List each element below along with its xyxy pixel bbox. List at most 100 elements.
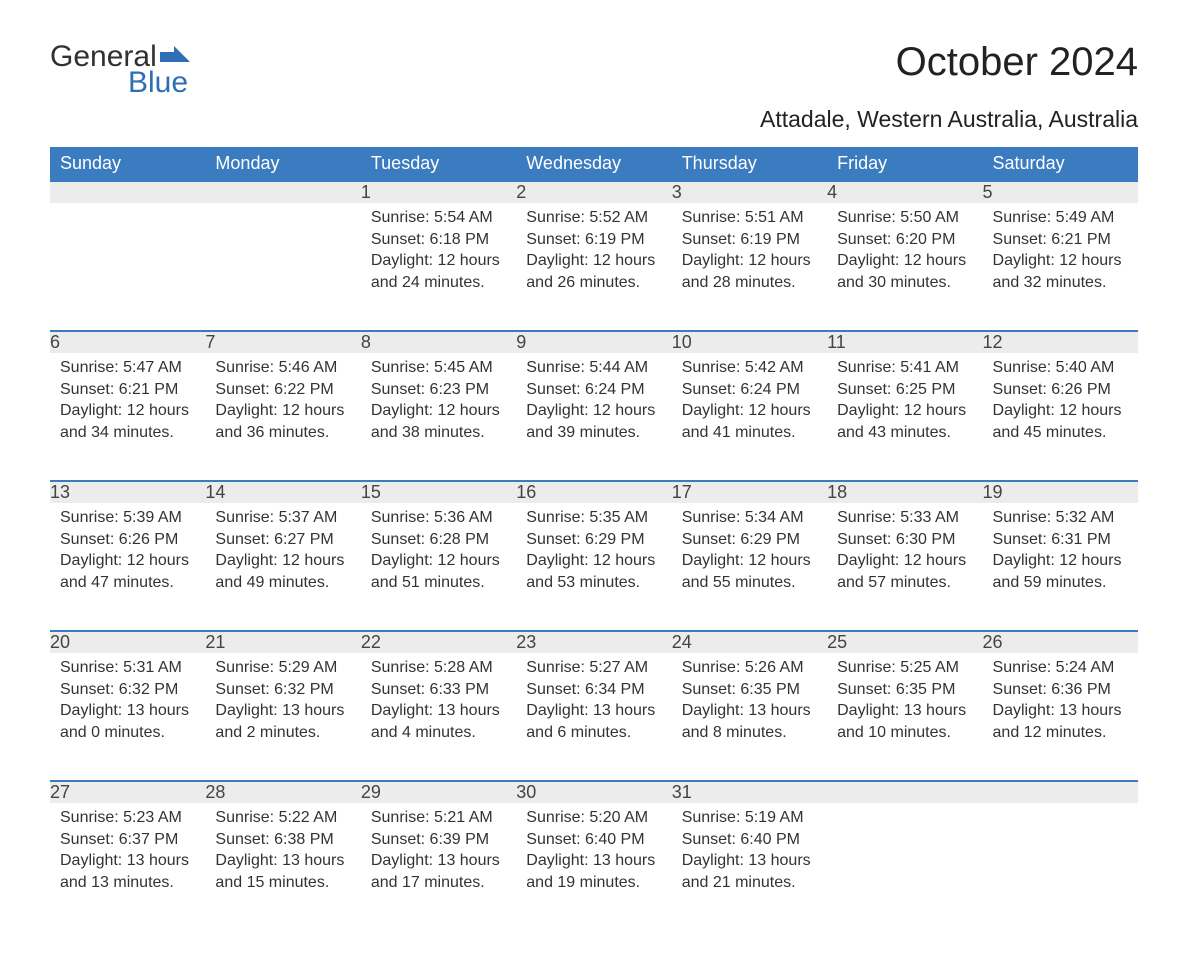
day-details: Sunrise: 5:46 AMSunset: 6:22 PMDaylight:… xyxy=(205,353,360,455)
sunrise-line: Sunrise: 5:42 AM xyxy=(682,357,817,379)
sunset-line: Sunset: 6:21 PM xyxy=(60,379,195,401)
daylight-line: Daylight: 13 hours xyxy=(60,850,195,872)
daylight-line: and 26 minutes. xyxy=(526,272,661,294)
sunrise-line: Sunrise: 5:28 AM xyxy=(371,657,506,679)
daylight-line: Daylight: 13 hours xyxy=(371,850,506,872)
sunset-line: Sunset: 6:28 PM xyxy=(371,529,506,551)
day-details: Sunrise: 5:31 AMSunset: 6:32 PMDaylight:… xyxy=(50,653,205,755)
daylight-line: and 19 minutes. xyxy=(526,872,661,894)
day-details: Sunrise: 5:52 AMSunset: 6:19 PMDaylight:… xyxy=(516,203,671,305)
daylight-line: and 15 minutes. xyxy=(215,872,350,894)
day-details: Sunrise: 5:49 AMSunset: 6:21 PMDaylight:… xyxy=(983,203,1138,305)
day-details: Sunrise: 5:54 AMSunset: 6:18 PMDaylight:… xyxy=(361,203,516,305)
day-cell: Sunrise: 5:33 AMSunset: 6:30 PMDaylight:… xyxy=(827,503,982,631)
sunset-line: Sunset: 6:32 PM xyxy=(215,679,350,701)
week-data-row: Sunrise: 5:54 AMSunset: 6:18 PMDaylight:… xyxy=(50,203,1138,331)
day-cell: Sunrise: 5:52 AMSunset: 6:19 PMDaylight:… xyxy=(516,203,671,331)
empty-day xyxy=(205,181,360,203)
day-cell: Sunrise: 5:51 AMSunset: 6:19 PMDaylight:… xyxy=(672,203,827,331)
daylight-line: and 4 minutes. xyxy=(371,722,506,744)
empty-cell xyxy=(983,803,1138,931)
daylight-line: Daylight: 12 hours xyxy=(993,250,1128,272)
daylight-line: Daylight: 13 hours xyxy=(526,850,661,872)
empty-cell xyxy=(205,203,360,331)
sunset-line: Sunset: 6:19 PM xyxy=(526,229,661,251)
sunrise-line: Sunrise: 5:39 AM xyxy=(60,507,195,529)
daylight-line: Daylight: 12 hours xyxy=(526,400,661,422)
sunset-line: Sunset: 6:40 PM xyxy=(682,829,817,851)
sunset-line: Sunset: 6:25 PM xyxy=(837,379,972,401)
day-number: 11 xyxy=(827,331,982,353)
day-cell: Sunrise: 5:36 AMSunset: 6:28 PMDaylight:… xyxy=(361,503,516,631)
day-cell: Sunrise: 5:37 AMSunset: 6:27 PMDaylight:… xyxy=(205,503,360,631)
daylight-line: Daylight: 12 hours xyxy=(215,400,350,422)
daylight-line: Daylight: 12 hours xyxy=(215,550,350,572)
day-cell: Sunrise: 5:20 AMSunset: 6:40 PMDaylight:… xyxy=(516,803,671,931)
day-number: 1 xyxy=(361,181,516,203)
day-number: 9 xyxy=(516,331,671,353)
sunrise-line: Sunrise: 5:21 AM xyxy=(371,807,506,829)
day-details: Sunrise: 5:26 AMSunset: 6:35 PMDaylight:… xyxy=(672,653,827,755)
day-number: 24 xyxy=(672,631,827,653)
day-header: Friday xyxy=(827,147,982,181)
day-number: 18 xyxy=(827,481,982,503)
day-header: Wednesday xyxy=(516,147,671,181)
day-details: Sunrise: 5:50 AMSunset: 6:20 PMDaylight:… xyxy=(827,203,982,305)
day-cell: Sunrise: 5:25 AMSunset: 6:35 PMDaylight:… xyxy=(827,653,982,781)
day-number: 13 xyxy=(50,481,205,503)
day-details: Sunrise: 5:21 AMSunset: 6:39 PMDaylight:… xyxy=(361,803,516,905)
week-data-row: Sunrise: 5:39 AMSunset: 6:26 PMDaylight:… xyxy=(50,503,1138,631)
sunrise-line: Sunrise: 5:50 AM xyxy=(837,207,972,229)
sunrise-line: Sunrise: 5:44 AM xyxy=(526,357,661,379)
day-number: 12 xyxy=(983,331,1138,353)
sunset-line: Sunset: 6:33 PM xyxy=(371,679,506,701)
daylight-line: Daylight: 12 hours xyxy=(837,250,972,272)
sunrise-line: Sunrise: 5:49 AM xyxy=(993,207,1128,229)
sunrise-line: Sunrise: 5:34 AM xyxy=(682,507,817,529)
day-header: Thursday xyxy=(672,147,827,181)
sunrise-line: Sunrise: 5:20 AM xyxy=(526,807,661,829)
day-number: 8 xyxy=(361,331,516,353)
sunrise-line: Sunrise: 5:33 AM xyxy=(837,507,972,529)
daylight-line: and 21 minutes. xyxy=(682,872,817,894)
sunset-line: Sunset: 6:34 PM xyxy=(526,679,661,701)
day-cell: Sunrise: 5:46 AMSunset: 6:22 PMDaylight:… xyxy=(205,353,360,481)
sunrise-line: Sunrise: 5:46 AM xyxy=(215,357,350,379)
day-header: Tuesday xyxy=(361,147,516,181)
day-details: Sunrise: 5:40 AMSunset: 6:26 PMDaylight:… xyxy=(983,353,1138,455)
day-details: Sunrise: 5:28 AMSunset: 6:33 PMDaylight:… xyxy=(361,653,516,755)
day-cell: Sunrise: 5:32 AMSunset: 6:31 PMDaylight:… xyxy=(983,503,1138,631)
daylight-line: Daylight: 12 hours xyxy=(371,250,506,272)
day-details: Sunrise: 5:34 AMSunset: 6:29 PMDaylight:… xyxy=(672,503,827,605)
calendar-table: SundayMondayTuesdayWednesdayThursdayFrid… xyxy=(50,147,1138,931)
logo: General Blue xyxy=(50,40,190,100)
day-header: Monday xyxy=(205,147,360,181)
empty-cell xyxy=(50,203,205,331)
daylight-line: Daylight: 12 hours xyxy=(682,400,817,422)
daylight-line: Daylight: 12 hours xyxy=(60,400,195,422)
day-number: 20 xyxy=(50,631,205,653)
location-subtitle: Attadale, Western Australia, Australia xyxy=(50,106,1138,133)
day-details: Sunrise: 5:45 AMSunset: 6:23 PMDaylight:… xyxy=(361,353,516,455)
day-number: 21 xyxy=(205,631,360,653)
week-daynum-row: 2728293031 xyxy=(50,781,1138,803)
day-cell: Sunrise: 5:45 AMSunset: 6:23 PMDaylight:… xyxy=(361,353,516,481)
sunset-line: Sunset: 6:18 PM xyxy=(371,229,506,251)
sunrise-line: Sunrise: 5:26 AM xyxy=(682,657,817,679)
day-details: Sunrise: 5:41 AMSunset: 6:25 PMDaylight:… xyxy=(827,353,982,455)
sunset-line: Sunset: 6:39 PM xyxy=(371,829,506,851)
sunrise-line: Sunrise: 5:29 AM xyxy=(215,657,350,679)
daylight-line: Daylight: 13 hours xyxy=(60,700,195,722)
daylight-line: Daylight: 13 hours xyxy=(682,850,817,872)
daylight-line: and 13 minutes. xyxy=(60,872,195,894)
day-header: Saturday xyxy=(983,147,1138,181)
week-daynum-row: 20212223242526 xyxy=(50,631,1138,653)
day-of-week-row: SundayMondayTuesdayWednesdayThursdayFrid… xyxy=(50,147,1138,181)
day-number: 7 xyxy=(205,331,360,353)
daylight-line: and 45 minutes. xyxy=(993,422,1128,444)
daylight-line: and 10 minutes. xyxy=(837,722,972,744)
day-details: Sunrise: 5:39 AMSunset: 6:26 PMDaylight:… xyxy=(50,503,205,605)
week-daynum-row: 13141516171819 xyxy=(50,481,1138,503)
day-number: 3 xyxy=(672,181,827,203)
sunset-line: Sunset: 6:37 PM xyxy=(60,829,195,851)
